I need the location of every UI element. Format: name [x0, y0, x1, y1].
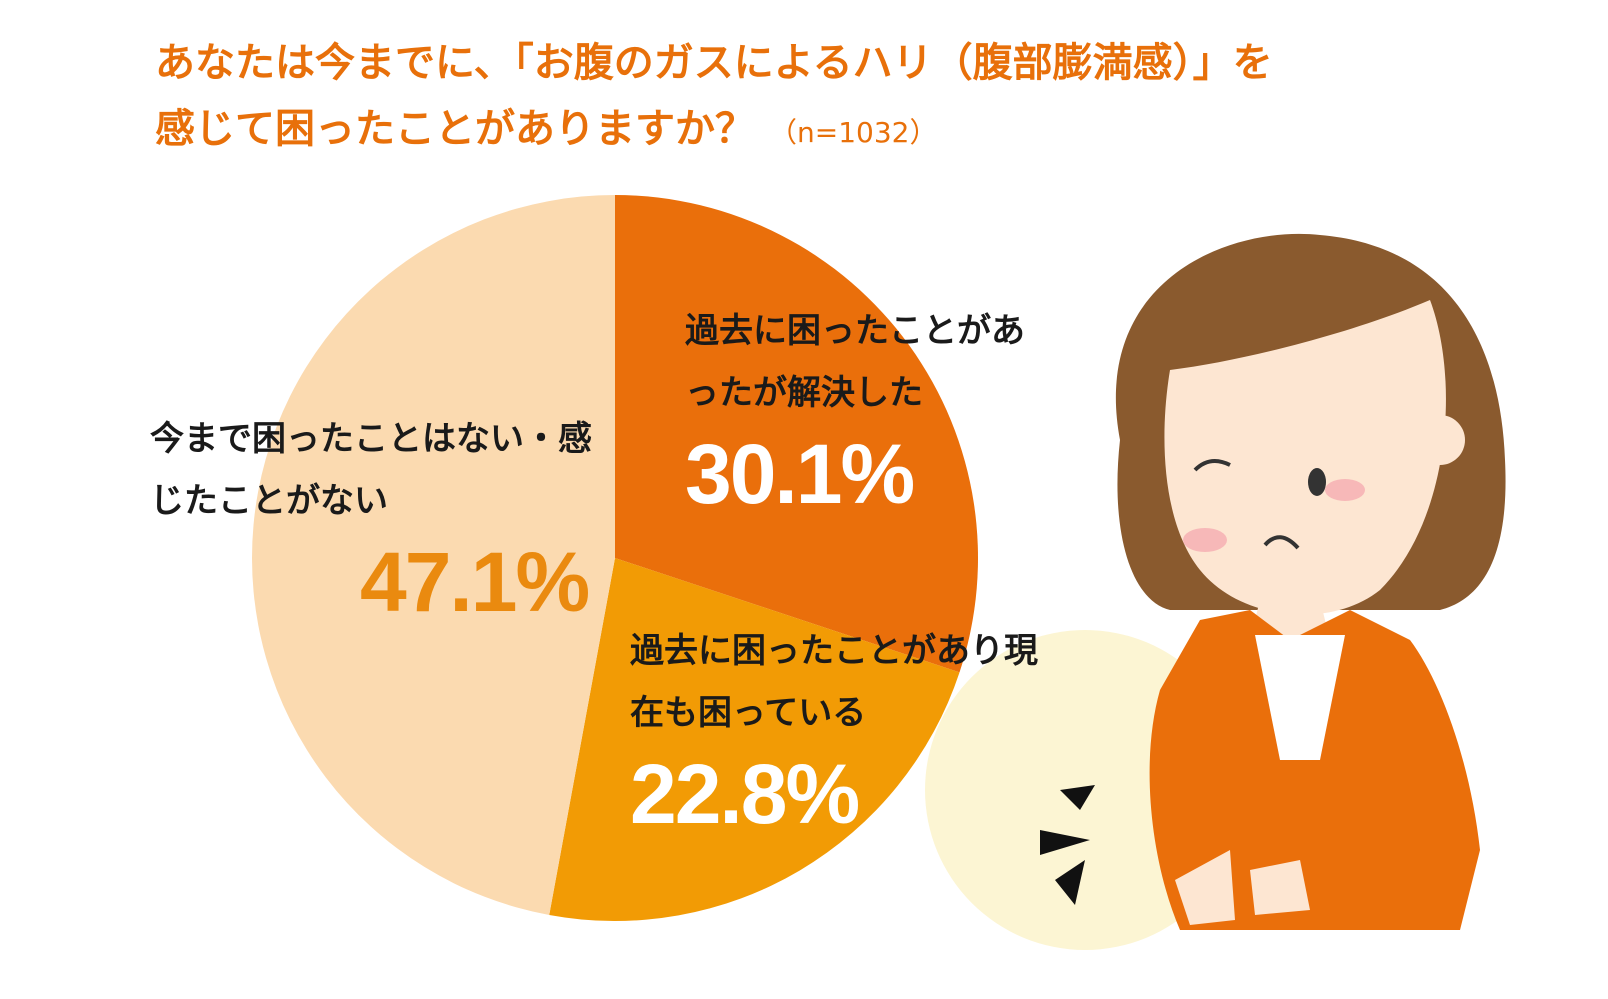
category-label: 過去に困ったことがあり現在も困っている — [630, 631, 1038, 733]
title-line: 感じて困ったことがありますか？ （n=1032） — [155, 96, 1273, 166]
shirt — [1255, 635, 1345, 760]
category-label: 今まで困ったことはない・感じたことがない — [150, 419, 592, 521]
title-line: あなたは今までに、「お腹のガスによるハリ（腹部膨満感）」を — [155, 40, 1273, 86]
slice-label: 今まで困ったことはない・感じたことがない 47.1% — [150, 408, 620, 632]
ear — [1415, 415, 1465, 465]
subtitle: （n=1032） — [769, 116, 938, 149]
eye — [1193, 459, 1231, 472]
value-label: 30.1% — [685, 427, 915, 521]
mouth — [1263, 535, 1300, 550]
illustration — [925, 233, 1506, 950]
face — [1164, 300, 1446, 615]
value-label: 22.8% — [630, 747, 860, 841]
title-text: 感じて困ったことがありますか？ — [155, 106, 755, 152]
chart-title: あなたは今までに、「お腹のガスによるハリ（腹部膨満感）」を 感じて困ったことがあり… — [155, 30, 1273, 166]
pie-slice — [251, 195, 615, 915]
cheek — [1183, 528, 1227, 552]
eye — [1308, 468, 1326, 496]
pain-marks — [1040, 785, 1095, 905]
slice-label: 過去に困ったことがあり現在も困っている 22.8% — [630, 620, 1070, 844]
pie-slice — [549, 558, 960, 921]
hands — [1175, 850, 1310, 925]
cheek — [1325, 479, 1365, 501]
value-label: 47.1% — [360, 535, 590, 629]
pie-slice — [615, 195, 978, 673]
category-label: 過去に困ったことがあったが解決した — [685, 311, 1025, 413]
jacket — [1149, 610, 1480, 930]
slice-label: 過去に困ったことがあったが解決した 30.1% — [685, 300, 1030, 524]
